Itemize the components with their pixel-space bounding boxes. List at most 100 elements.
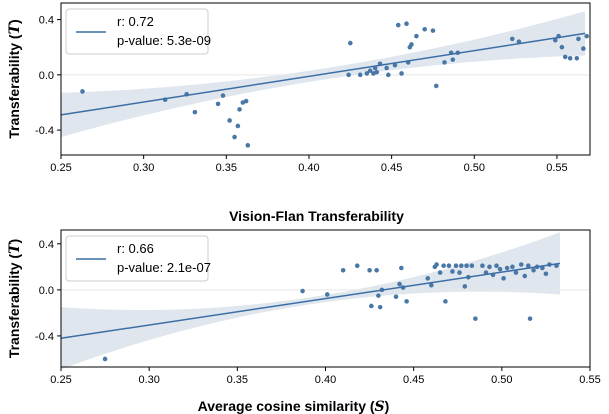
top-data-point: [243, 98, 249, 104]
x-tick-label: 0.50: [464, 162, 485, 174]
top-legend-box: [65, 8, 209, 55]
bottom-data-point: [429, 282, 434, 288]
bottom-data-point: [513, 270, 519, 275]
bottom-data-point: [473, 316, 478, 321]
bottom-data-point: [450, 269, 455, 274]
x-tick-label: 0.25: [50, 374, 71, 386]
y-tick-label: -0.4: [35, 125, 54, 137]
top-y-ticks: -0.4 0.0 0.4: [35, 15, 61, 137]
top-data-point: [399, 71, 404, 76]
top-data-point: [442, 60, 447, 65]
bottom-x-axis-label-main: Average cosine similarity (: [198, 398, 375, 414]
bottom-legend: r: 0.66 p-value: 2.1e-07: [65, 235, 211, 282]
top-data-point: [392, 62, 398, 68]
bottom-data-point: [404, 299, 409, 304]
top-data-point: [232, 134, 237, 140]
y-tick-label: 0.0: [39, 285, 54, 297]
bottom-data-point: [494, 263, 499, 268]
top-data-point: [510, 36, 515, 42]
top-y-axis-symbol: T: [7, 22, 23, 34]
bottom-data-point: [497, 266, 503, 272]
bottom-data-point: [480, 263, 485, 268]
x-tick-label: 0.55: [579, 374, 600, 386]
top-data-point: [384, 65, 389, 71]
top-data-point: [374, 69, 380, 75]
top-data-point: [364, 71, 370, 76]
bottom-y-axis-label: Transferability (T): [6, 239, 23, 358]
x-tick-label: 0.25: [50, 162, 71, 174]
bottom-data-point: [369, 303, 374, 309]
top-x-ticks: 0.25 0.30 0.35 0.40 0.45 0.50 0.55: [50, 155, 568, 174]
top-data-point: [227, 118, 232, 123]
bottom-data-point: [377, 304, 383, 310]
x-tick-label: 0.30: [138, 374, 159, 386]
bottom-data-point: [441, 263, 446, 268]
bottom-data-point: [522, 273, 528, 279]
top-data-point: [386, 72, 391, 78]
bottom-data-point: [504, 265, 510, 271]
y-tick-label: 0.0: [39, 70, 54, 82]
top-data-point: [220, 93, 226, 98]
top-data-point: [346, 72, 351, 78]
top-data-point: [237, 107, 242, 112]
x-tick-label: 0.55: [546, 162, 567, 174]
bottom-data-point: [543, 271, 549, 277]
bottom-y-axis-symbol: T: [7, 242, 23, 254]
top-data-point: [409, 42, 414, 47]
bottom-y-axis-label-close: ): [6, 239, 22, 244]
top-data-point: [414, 33, 419, 39]
top-legend-p-value: p-value: 5.3e-09: [117, 33, 211, 48]
bottom-data-point: [437, 270, 443, 275]
bottom-data-point: [374, 267, 379, 273]
bottom-regression-line: [60, 262, 561, 339]
top-data-point: [235, 123, 241, 129]
bottom-x-axis-symbol: S: [375, 399, 385, 414]
bottom-y-axis-label-main: Transferability (: [6, 254, 22, 359]
top-data-point: [404, 21, 409, 27]
bottom-data-point: [300, 288, 305, 294]
bottom-data-point: [425, 276, 431, 281]
x-tick-label: 0.40: [298, 162, 319, 174]
bottom-data-point: [501, 276, 506, 281]
bottom-data-point: [525, 263, 531, 268]
top-data-point: [215, 101, 221, 107]
top-data-point: [574, 55, 580, 61]
bottom-data-point: [434, 262, 439, 267]
y-tick-label: 0.4: [39, 239, 54, 251]
top-data-point: [450, 57, 456, 62]
x-tick-label: 0.45: [403, 374, 424, 386]
y-tick-label: 0.4: [39, 15, 54, 27]
bottom-x-axis-label: Average cosine similarity (S): [198, 398, 390, 414]
y-tick-label: -0.4: [35, 331, 54, 343]
bottom-legend-box: [65, 235, 209, 282]
top-y-axis-label-close: ): [6, 19, 22, 24]
x-tick-label: 0.40: [315, 374, 336, 386]
top-data-point: [357, 72, 363, 78]
top-legend-r-value: r: 0.72: [117, 14, 154, 29]
top-data-point: [567, 55, 573, 61]
bottom-data-point: [354, 263, 360, 268]
top-legend: r: 0.72 p-value: 5.3e-09: [65, 8, 211, 55]
bottom-data-point: [397, 281, 402, 287]
bottom-data-point: [510, 264, 515, 270]
bottom-title-background: [190, 207, 443, 226]
bottom-x-axis-label-close: ): [385, 398, 390, 414]
top-data-point: [584, 33, 589, 39]
bottom-legend-r-value: r: 0.66: [117, 241, 154, 256]
top-data-point: [395, 22, 401, 28]
top-data-point: [80, 89, 85, 94]
x-tick-label: 0.50: [491, 374, 512, 386]
bottom-data-point: [531, 267, 536, 273]
bottom-data-point: [367, 267, 372, 273]
top-y-axis-label: Transferability (T): [6, 19, 23, 138]
top-regression-line: [60, 32, 586, 116]
bottom-data-point: [324, 292, 330, 297]
bottom-data-point: [462, 284, 468, 289]
bottom-y-ticks: -0.4 0.0 0.4: [35, 239, 61, 343]
top-data-point: [576, 36, 581, 42]
bottom-data-point: [457, 270, 462, 275]
bottom-data-point: [487, 264, 492, 270]
bottom-points: [102, 262, 559, 362]
top-data-point: [433, 83, 439, 89]
